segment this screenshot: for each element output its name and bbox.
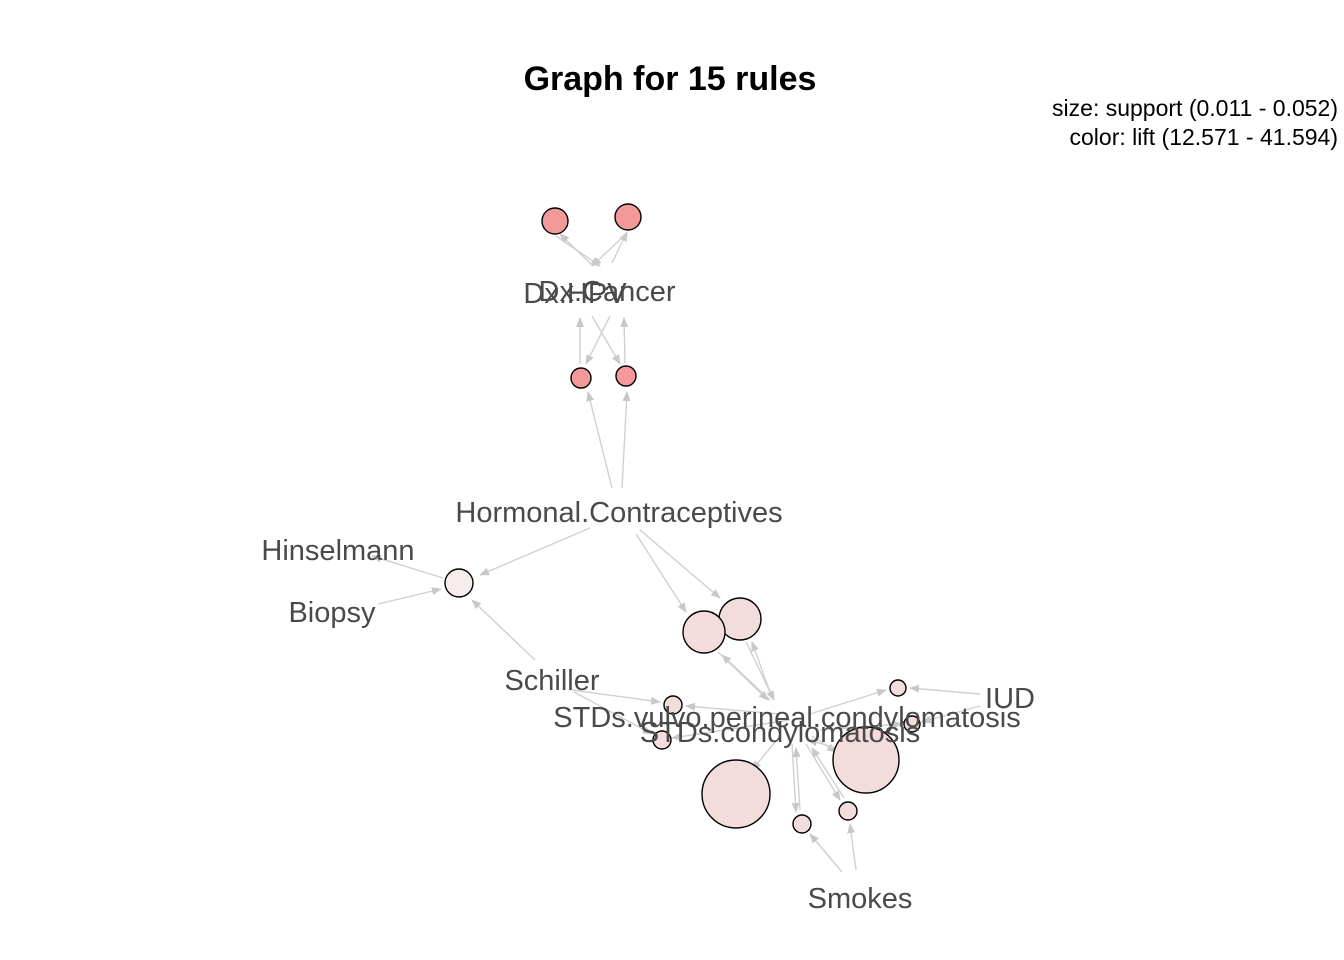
rule-node[interactable] <box>792 814 812 834</box>
edge <box>745 641 775 701</box>
edge <box>685 702 781 715</box>
item-label-dx-hpv: Dx.HPV <box>523 278 627 310</box>
edge <box>555 235 601 267</box>
rule-node[interactable] <box>614 203 642 231</box>
item-label-schiller: Schiller <box>504 665 599 697</box>
edge <box>791 743 800 813</box>
edge <box>811 747 845 799</box>
rule-nodes <box>444 203 921 834</box>
rule-node[interactable] <box>570 367 592 389</box>
edge <box>591 315 621 365</box>
edge <box>671 719 791 741</box>
rule-node[interactable] <box>444 568 474 598</box>
edge <box>611 231 628 264</box>
chart-title: Graph for 15 rules <box>524 60 817 98</box>
legend-size: size: support (0.011 - 0.052) <box>1052 95 1338 121</box>
rule-node[interactable] <box>889 679 907 697</box>
edge <box>620 317 629 364</box>
item-label-biopsy: Biopsy <box>288 597 376 629</box>
edge <box>586 391 613 489</box>
item-labels: Dx.Cancer Dx.HPV Hormonal.Contraceptives… <box>261 276 1035 915</box>
item-label-dx-cancer: Dx.Cancer <box>539 276 676 308</box>
rule-node[interactable] <box>682 610 726 654</box>
edge <box>909 684 981 695</box>
edge <box>571 689 661 705</box>
item-label-hinselmann: Hinselmann <box>261 535 414 567</box>
item-label-stds-vulvo-perineal-condylomatosis: STDs.vulvo.perineal.condylomatosis <box>553 702 1020 734</box>
edge <box>809 833 843 873</box>
edge <box>591 233 627 267</box>
edge <box>479 527 591 576</box>
rule-node[interactable] <box>838 801 858 821</box>
rule-node[interactable] <box>652 730 672 750</box>
edge <box>621 391 631 489</box>
item-label-iud: IUD <box>985 683 1035 715</box>
rule-node[interactable] <box>701 759 771 829</box>
legend-color: color: lift (12.571 - 41.594) <box>1070 124 1338 150</box>
item-label-hormonal-contraceptives: Hormonal.Contraceptives <box>455 497 782 529</box>
edge <box>471 599 536 661</box>
edge <box>751 735 781 771</box>
edge <box>921 705 981 724</box>
edge <box>717 651 769 701</box>
rule-node[interactable] <box>832 726 900 794</box>
edge <box>639 529 721 599</box>
edge <box>847 823 857 871</box>
edge <box>377 587 442 605</box>
edge <box>585 315 611 365</box>
edge <box>792 747 801 811</box>
item-label-smokes: Smokes <box>808 883 913 915</box>
item-label-stds-condylomatosis: STDs.condylomatosis <box>640 717 920 749</box>
edge <box>635 533 687 613</box>
edge <box>807 738 837 749</box>
rule-node[interactable] <box>663 695 683 715</box>
edge <box>809 688 887 715</box>
edge <box>573 691 653 735</box>
rule-edges <box>371 231 981 873</box>
edge <box>371 554 444 579</box>
rule-node[interactable] <box>615 365 637 387</box>
rule-node[interactable] <box>903 715 921 733</box>
rule-node[interactable] <box>541 207 569 235</box>
